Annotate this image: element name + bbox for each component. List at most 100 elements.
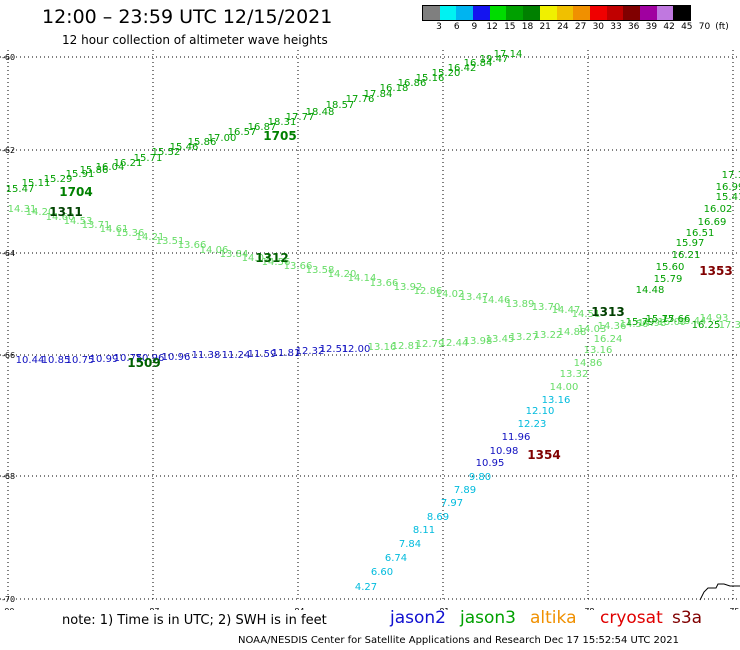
wave-height-value: 14.20 (328, 269, 357, 280)
wave-height-value: 13.22 (534, 330, 563, 341)
track-id-1311: 1311 (49, 205, 82, 219)
satellite-altika: altika (530, 608, 577, 628)
wave-height-value: 11.96 (502, 432, 531, 443)
lat-label: -60 (2, 53, 15, 62)
legend-label: 15 (504, 22, 516, 32)
wave-height-map: -90 -87 -84 -81 -78 -75 -60 -62 -64 -66 -68 -70 15.… (0, 49, 740, 610)
wave-height-value: 14.60 (46, 212, 75, 223)
wave-height-value: 11.24 (222, 350, 251, 361)
wave-height-value: 15.11 (22, 178, 51, 189)
legend-swatch (523, 6, 540, 20)
wave-height-value: 14.14 (348, 273, 377, 284)
wave-height-value: 14.03 (578, 324, 607, 335)
legend-swatch (656, 6, 674, 20)
wave-height-value: 16.51 (686, 228, 715, 239)
legend-label: 27 (574, 22, 587, 32)
wave-height-value: 15.66 (662, 314, 691, 325)
wave-height-value: 18.57 (326, 100, 355, 111)
wave-height-value: 16.18 (380, 83, 409, 94)
wave-height-value: 12.23 (518, 419, 547, 430)
wave-height-value: 16.02 (704, 204, 733, 215)
wave-height-value: 16.04 (96, 162, 125, 173)
lat-label: -64 (2, 249, 15, 258)
legend-swatch (673, 6, 690, 20)
legend-swatch (606, 6, 624, 20)
wave-height-value: 12.00 (342, 344, 371, 355)
wave-height-value: 14.61 (100, 224, 129, 235)
lon-label: -78 (581, 607, 594, 610)
wave-height-value: 13.58 (306, 265, 335, 276)
wave-height-value: 13.16 (584, 345, 613, 356)
wave-height-value: 15.44 (678, 316, 707, 327)
wave-height-value: 14.56 (620, 319, 649, 330)
wave-height-value: 12.51 (320, 344, 349, 355)
legend-swatch (489, 6, 507, 20)
wave-height-value: 19.47 (480, 54, 509, 65)
wave-height-value: 16.42 (448, 63, 477, 74)
wave-height-value: 17.77 (286, 112, 315, 123)
wave-height-value: 17.76 (346, 94, 375, 105)
color-legend-labels: 3 6 9 12 15 18 21 24 27 30 33 36 39 42 45 70 (ft) (422, 22, 740, 34)
wave-height-value: 17.30 (719, 320, 740, 331)
wave-height-value: 12.44 (440, 338, 469, 349)
legend-label: 21 (539, 22, 551, 32)
legend-swatch (473, 6, 490, 20)
legend-swatch (423, 6, 440, 20)
wave-height-value: 4.27 (355, 582, 377, 593)
wave-height-value: 14.06 (200, 245, 229, 256)
wave-height-value: 10.96 (162, 352, 191, 363)
lat-label: -70 (2, 595, 15, 604)
wave-height-value: 16.99 (716, 182, 740, 193)
wave-height-value: 16.21 (672, 250, 701, 261)
wave-height-value: 14.07 (242, 253, 271, 264)
track-id-labels: 1704 1705 1311 1312 1313 1509 1353 1354 (49, 129, 732, 462)
track-id-1313: 1313 (591, 305, 624, 319)
wave-height-value: 16.25 (692, 320, 721, 331)
wave-height-value: 13.92 (394, 282, 423, 293)
legend-label: 24 (557, 22, 569, 32)
wave-height-value: 14.93 (700, 313, 729, 324)
track-id-1704: 1704 (59, 185, 92, 199)
legend-label: 42 (663, 22, 675, 32)
wave-height-value: 15.86 (80, 165, 109, 176)
wave-height-value: 8.69 (427, 512, 449, 523)
wave-height-value: 16.57 (228, 127, 257, 138)
track-id-1353: 1353 (699, 264, 732, 278)
wave-height-value: 13.66 (178, 240, 207, 251)
legend-swatch (556, 6, 574, 20)
wave-height-value: 13.45 (486, 334, 515, 345)
wave-height-value: 14.88 (558, 327, 587, 338)
wave-height-value: 11.81 (272, 348, 301, 359)
wave-height-value: 14.51 (572, 309, 601, 320)
wave-height-value: 10.95 (476, 458, 505, 469)
satellite-tracks: 15.4715.1115.2915.9115.8616.0416.2115.71… (6, 49, 740, 593)
legend-label: 18 (521, 22, 534, 32)
wave-height-value: 15.20 (432, 68, 461, 79)
wave-height-value: 13.32 (560, 369, 589, 380)
wave-height-value: 15.77 (646, 314, 675, 325)
wave-height-value: 13.71 (82, 220, 111, 231)
wave-height-value: 13.47 (460, 292, 489, 303)
lon-label: -90 (1, 607, 14, 610)
wave-height-value: 15.47 (6, 184, 35, 195)
wave-height-value: 10.98 (490, 446, 519, 457)
wave-height-value: 15.52 (152, 147, 181, 158)
wave-height-value: 17.84 (364, 89, 393, 100)
track-id-1509: 1509 (127, 356, 160, 370)
wave-height-value: 6.74 (385, 553, 407, 564)
legend-swatch (506, 6, 524, 20)
legend-label: 9 (471, 22, 478, 32)
wave-height-value: 14.31 (8, 204, 37, 215)
track-id-1705: 1705 (263, 129, 296, 143)
wave-height-value: 12.79 (416, 339, 445, 350)
wave-height-value: 15.46 (170, 142, 199, 153)
satellite-s3a: s3a (672, 608, 703, 628)
wave-height-value: 15.16 (416, 73, 445, 84)
legend-label: 45 (681, 22, 693, 32)
wave-height-value: 14.47 (552, 305, 581, 316)
wave-height-value: 10.75 (114, 353, 143, 364)
legend-label: 33 (610, 22, 622, 32)
wave-height-value: 15.97 (676, 238, 705, 249)
wave-height-value: 13.16 (368, 342, 397, 353)
lat-label: -62 (2, 146, 15, 155)
